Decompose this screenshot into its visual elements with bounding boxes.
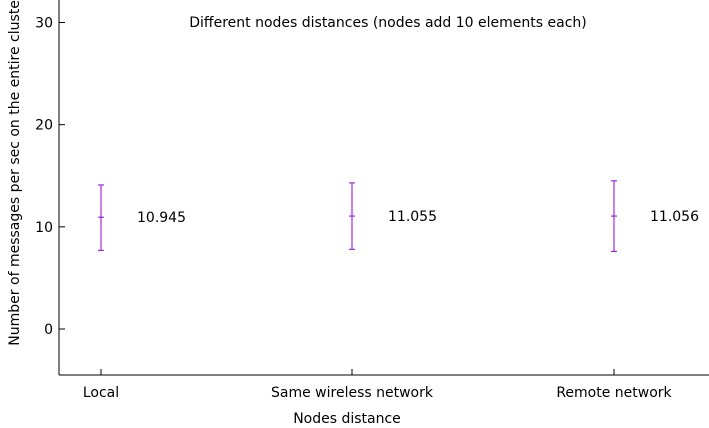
y-tick-label-10: 10 — [35, 220, 53, 236]
x-tick-label-1: Same wireless network — [271, 385, 434, 401]
y-axis-ticks: 0 10 20 30 — [35, 15, 65, 338]
y-axis-label: Number of messages per sec on the entire… — [7, 0, 23, 346]
x-axis-label: Nodes distance — [293, 411, 401, 427]
y-tick-label-20: 20 — [35, 118, 53, 134]
data-label-2: 11.056 — [650, 209, 699, 225]
data-label-0: 10.945 — [137, 210, 186, 226]
x-tick-label-0: Local — [83, 385, 119, 401]
x-axis-ticks: Local Same wireless network Remote network — [83, 369, 673, 401]
y-tick-label-0: 0 — [44, 322, 53, 338]
y-tick-label-30: 30 — [35, 15, 53, 31]
axes — [58, 0, 709, 376]
chart-title: Different nodes distances (nodes add 10 … — [189, 15, 586, 31]
data-label-1: 11.055 — [388, 209, 437, 225]
x-tick-label-2: Remote network — [556, 385, 672, 401]
error-bars: 10.945 11.055 11.056 — [98, 180, 699, 252]
